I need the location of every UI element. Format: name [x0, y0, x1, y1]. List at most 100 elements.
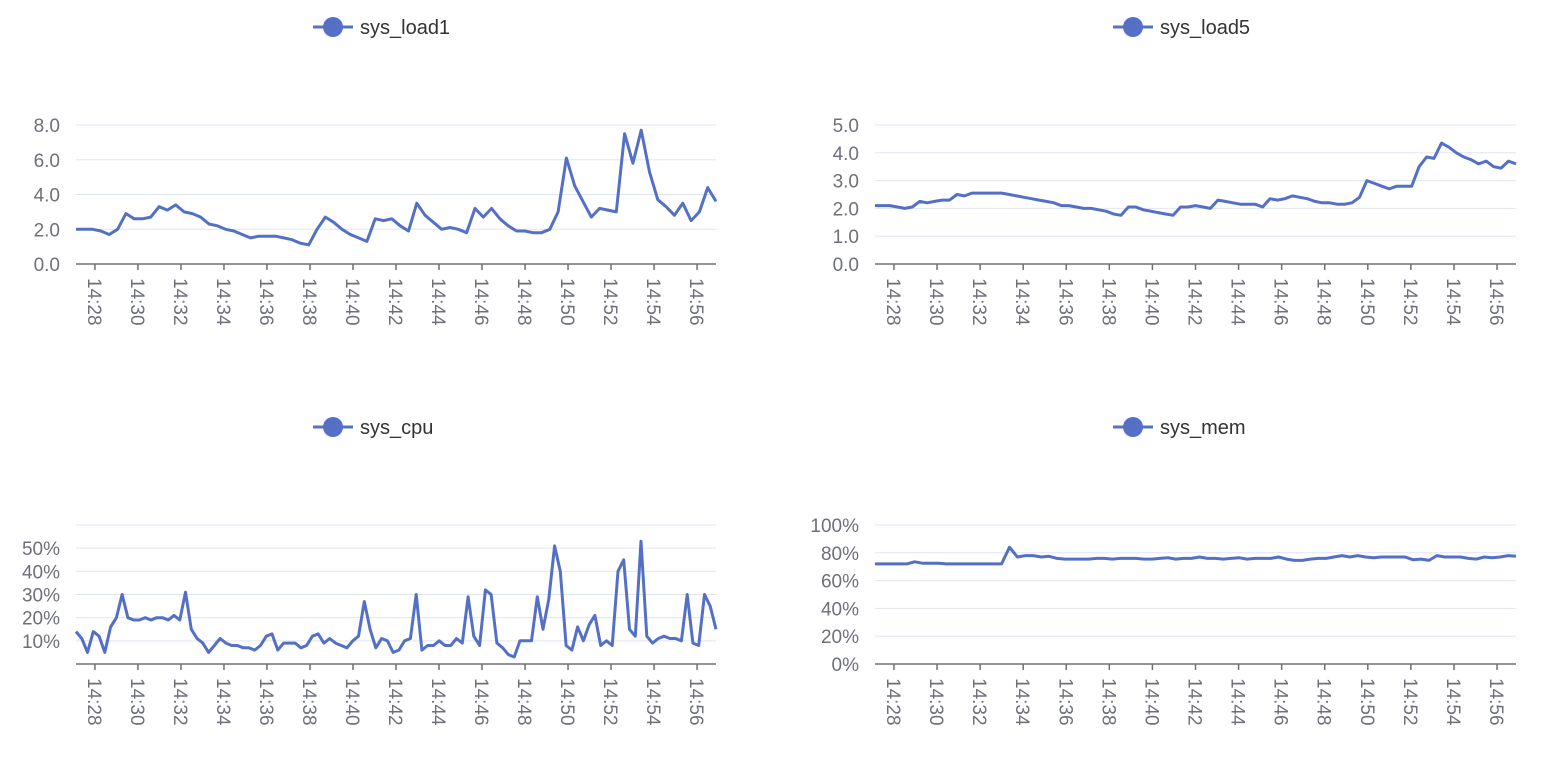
- x-tick-label: 14:54: [642, 278, 663, 326]
- x-tick-label: 14:38: [298, 278, 319, 326]
- series-line-sys-load5: [875, 141, 1517, 217]
- legend-circle-icon: [1123, 417, 1143, 437]
- x-tick-label: 14:46: [470, 678, 491, 726]
- y-tick-label: 2.0: [833, 199, 859, 220]
- x-tick-label: 14:34: [1011, 278, 1032, 326]
- x-tick-label: 14:32: [169, 278, 190, 326]
- x-tick-label: 14:54: [1442, 278, 1463, 326]
- x-tick-label: 14:48: [1313, 278, 1334, 326]
- x-tick-label: 14:36: [1054, 678, 1075, 726]
- x-tick-label: 14:54: [642, 678, 663, 726]
- x-tick-label: 14:50: [1356, 278, 1377, 326]
- y-tick-label: 40%: [821, 599, 859, 620]
- x-tick-label: 14:34: [212, 278, 233, 326]
- x-tick-label: 14:34: [212, 678, 233, 726]
- x-tick-label: 14:40: [1140, 278, 1161, 326]
- x-tick-label: 14:56: [685, 678, 706, 726]
- chart-sys-load5: 0.0 1.0 2.0 3.0 4.0 5.0 14:28 14:30 14:32 14:34 14…: [833, 17, 1517, 326]
- y-tick-label: 6.0: [34, 151, 60, 172]
- legend-label: sys_load1: [360, 17, 450, 39]
- y-tick-label: 0%: [832, 655, 860, 676]
- x-tick-label: 14:56: [1485, 278, 1506, 326]
- y-tick-label: 8.0: [34, 116, 60, 137]
- y-tick-label: 3.0: [833, 172, 859, 193]
- x-tick-label: 14:46: [1270, 678, 1291, 726]
- x-tick-label: 14:48: [513, 678, 534, 726]
- x-tick-label: 14:38: [1097, 678, 1118, 726]
- x-tick-label: 14:42: [384, 278, 405, 326]
- x-tick-label: 14:50: [1356, 678, 1377, 726]
- legend-item[interactable]: sys_mem: [1113, 417, 1246, 439]
- x-tick-label: 14:44: [427, 678, 448, 726]
- x-tick-label: 14:48: [513, 278, 534, 326]
- x-tick-label: 14:56: [1485, 678, 1506, 726]
- x-tick-label: 14:38: [1097, 278, 1118, 326]
- x-tick-label: 14:30: [126, 278, 147, 326]
- y-tick-label: 20%: [821, 627, 859, 648]
- chart-sys-load1: 0.0 2.0 4.0 6.0 8.0 14:28 14:30 14:32 14:34 14:36…: [34, 17, 718, 326]
- y-tick-label: 50%: [22, 539, 60, 560]
- legend-item[interactable]: sys_cpu: [313, 417, 433, 439]
- y-tick-label: 60%: [821, 572, 859, 593]
- x-tick-label: 14:42: [1184, 678, 1205, 726]
- x-tick-label: 14:38: [298, 678, 319, 726]
- y-tick-label: 4.0: [833, 144, 859, 165]
- legend-item[interactable]: sys_load1: [313, 17, 450, 39]
- x-tick-label: 14:50: [556, 678, 577, 726]
- legend-item[interactable]: sys_load5: [1113, 17, 1250, 39]
- series-line-sys-load1: [76, 128, 718, 247]
- legend-label: sys_load5: [1160, 17, 1250, 39]
- x-tick-label: 14:28: [882, 278, 903, 326]
- x-tick-label: 14:46: [1270, 278, 1291, 326]
- y-tick-label: 40%: [22, 562, 60, 583]
- series-line-sys-mem: [875, 545, 1517, 566]
- x-tick-label: 14:46: [470, 278, 491, 326]
- x-tick-label: 14:54: [1442, 678, 1463, 726]
- legend-circle-icon: [1123, 17, 1143, 37]
- y-tick-label: 2.0: [34, 220, 60, 241]
- x-tick-label: 14:40: [1140, 678, 1161, 726]
- y-tick-label: 0.0: [34, 255, 60, 276]
- x-tick-label: 14:44: [427, 278, 448, 326]
- x-tick-label: 14:32: [968, 278, 989, 326]
- x-tick-label: 14:30: [925, 278, 946, 326]
- chart-sys-mem: 0% 20% 40% 60% 80% 100% 14:28 14:30 14:32 14:34 14…: [810, 417, 1517, 726]
- x-tick-label: 14:52: [1399, 278, 1420, 326]
- x-tick-label: 14:52: [599, 678, 620, 726]
- x-tick-label: 14:36: [255, 278, 276, 326]
- y-tick-label: 20%: [22, 609, 60, 630]
- chart-sys-cpu: 10%20%30% 40%50% 14:28 14:30 14:32 14:34 14:36…: [22, 417, 718, 726]
- y-tick-label: 5.0: [833, 116, 859, 137]
- x-tick-label: 14:32: [169, 678, 190, 726]
- x-tick-label: 14:32: [968, 678, 989, 726]
- x-tick-label: 14:42: [1184, 278, 1205, 326]
- legend-circle-icon: [323, 417, 343, 437]
- legend-circle-icon: [323, 17, 343, 37]
- x-tick-label: 14:28: [83, 278, 104, 326]
- y-tick-label: 1.0: [833, 227, 859, 248]
- x-tick-label: 14:28: [882, 678, 903, 726]
- y-tick-label: 10%: [22, 632, 60, 653]
- series-line-sys-cpu: [74, 539, 718, 659]
- y-tick-label: 4.0: [34, 186, 60, 207]
- x-tick-label: 14:56: [685, 278, 706, 326]
- legend-label: sys_mem: [1160, 417, 1246, 439]
- x-tick-label: 14:28: [83, 678, 104, 726]
- y-tick-label: 80%: [821, 544, 859, 565]
- x-tick-label: 14:48: [1313, 678, 1334, 726]
- y-tick-label: 0.0: [833, 255, 859, 276]
- x-tick-label: 14:52: [1399, 678, 1420, 726]
- y-tick-label: 100%: [810, 516, 859, 537]
- x-tick-label: 14:30: [126, 678, 147, 726]
- x-tick-label: 14:52: [599, 278, 620, 326]
- legend-label: sys_cpu: [360, 417, 433, 439]
- x-tick-label: 14:50: [556, 278, 577, 326]
- x-tick-label: 14:36: [1054, 278, 1075, 326]
- x-tick-label: 14:44: [1227, 278, 1248, 326]
- x-tick-label: 14:44: [1227, 678, 1248, 726]
- x-tick-label: 14:40: [341, 278, 362, 326]
- x-tick-label: 14:30: [925, 678, 946, 726]
- x-tick-label: 14:34: [1011, 678, 1032, 726]
- y-tick-label: 30%: [22, 586, 60, 607]
